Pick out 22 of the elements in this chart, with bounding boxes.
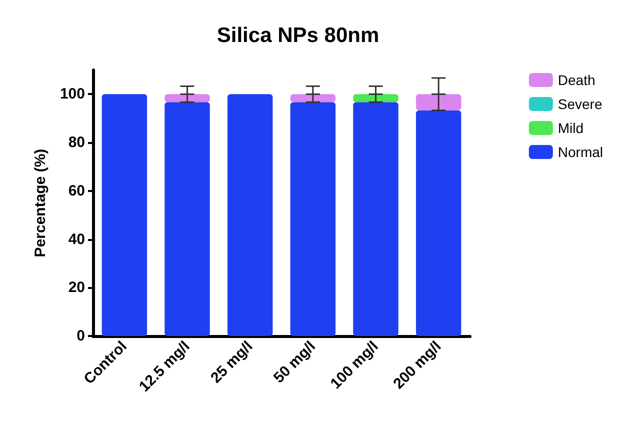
y-axis-title: Percentage (%) (32, 148, 49, 258)
y-tick-label: 80 (68, 134, 85, 152)
bar (290, 102, 336, 336)
bar (164, 94, 210, 102)
bar (290, 94, 336, 102)
y-tick-label: 20 (68, 279, 85, 296)
legend-label: Mild (558, 120, 584, 136)
y-tick-label: 60 (68, 182, 85, 200)
bar (416, 110, 462, 336)
legend-label: Normal (558, 144, 604, 160)
y-tick-label: 100 (60, 86, 85, 103)
y-tick-label: 40 (68, 230, 85, 248)
bar (227, 94, 273, 336)
bar (164, 102, 210, 336)
bar (353, 102, 398, 336)
legend-label: Severe (558, 96, 602, 112)
y-tick-label: 0 (76, 328, 85, 344)
bar (102, 94, 148, 336)
chart-title: Silica NPs 80nm (216, 24, 380, 47)
bar (353, 94, 398, 102)
bar (416, 94, 462, 110)
legend-label: Death (558, 72, 596, 88)
